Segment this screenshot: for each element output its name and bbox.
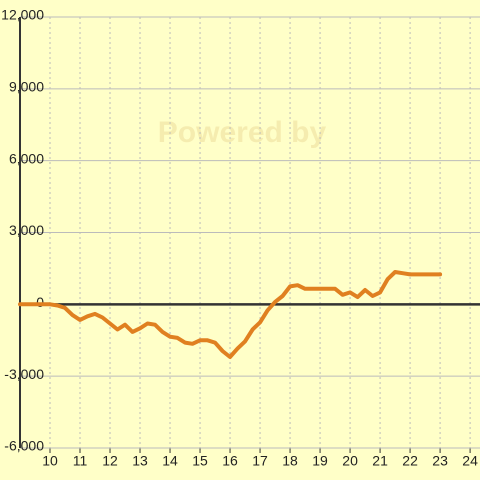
- x-tick-label: 10: [42, 453, 58, 469]
- x-tick-label: 22: [402, 453, 418, 469]
- x-tick-label: 23: [432, 453, 448, 469]
- x-tick-label: 19: [312, 453, 328, 469]
- y-tick-label: -6,000: [4, 438, 44, 454]
- x-tick-label: 21: [372, 453, 388, 469]
- x-tick-label: 12: [102, 453, 118, 469]
- y-tick-label: 9,000: [9, 79, 44, 95]
- x-tick-label: 18: [282, 453, 298, 469]
- x-tick-label: 11: [73, 453, 88, 469]
- y-tick-label: -3,000: [4, 366, 44, 382]
- y-tick-label: 3,000: [9, 222, 44, 238]
- line: [18, 270, 443, 359]
- x-tick-label: 20: [342, 453, 358, 469]
- y-tick-label: 12,000: [1, 7, 44, 23]
- y-tick-label: 0: [36, 294, 44, 310]
- x-tick-label: 14: [162, 453, 178, 469]
- x-tick-label: 15: [192, 453, 208, 469]
- x-tick-label: 13: [132, 453, 148, 469]
- y-tick-label: 6,000: [9, 150, 44, 166]
- x-tick-label: 17: [252, 453, 268, 469]
- watermark: Powered by: [158, 116, 327, 149]
- x-tick-label: 16: [222, 453, 238, 469]
- x-tick-label: 24: [462, 453, 478, 469]
